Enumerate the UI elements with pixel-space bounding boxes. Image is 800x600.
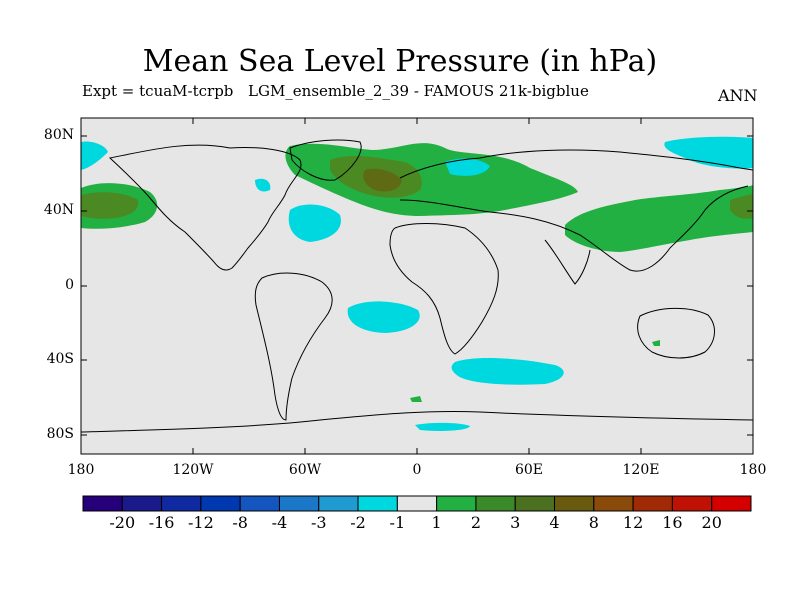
season-label: ANN: [718, 86, 758, 105]
anomaly-positive-asia-core: [730, 194, 753, 219]
anomaly-positive-asia: [565, 185, 753, 252]
colorbar-label: -16: [148, 513, 175, 532]
anomaly-negative-hudson: [255, 178, 271, 192]
lon-label-180e: 180: [739, 462, 767, 478]
anomaly-negative-south-atlantic: [347, 301, 420, 333]
experiment-label: Expt = tcuaM-tcrpb: [82, 82, 234, 100]
lon-label-120e: 120E: [622, 462, 660, 478]
lat-label-80s: 80S: [46, 426, 74, 442]
colorbar-swatch: [632, 495, 673, 512]
coast-india: [544, 239, 591, 285]
anomaly-negative-scandinavia: [445, 158, 490, 176]
colorbar-label: -4: [271, 513, 288, 532]
colorbar-label: -20: [109, 513, 136, 532]
anomaly-negative-arctic-west: [81, 141, 108, 170]
colorbar: [82, 495, 752, 512]
colorbar-label: -2: [350, 513, 366, 532]
colorbar-swatch: [278, 495, 320, 512]
anomaly-negative-arctic-east: [664, 136, 753, 169]
colorbar-swatch: [82, 495, 123, 512]
colorbar-swatch: [239, 495, 280, 512]
coastlines: [80, 139, 754, 433]
colorbar-label: -3: [310, 513, 327, 532]
coast-africa: [389, 223, 499, 355]
lat-label-0: 0: [65, 277, 74, 293]
lon-label-120w: 120W: [172, 462, 214, 478]
colorbar-label: 12: [622, 513, 644, 532]
colorbar-swatch: [396, 495, 438, 512]
colorbar-label: -8: [232, 513, 248, 532]
coast-eurasia: [399, 149, 754, 272]
anomaly-field: [81, 136, 753, 431]
colorbar-label: -1: [389, 513, 406, 532]
ensemble-label: LGM_ensemble_2_39 - FAMOUS 21k-bigblue: [248, 82, 589, 100]
colorbar-swatch: [436, 495, 477, 512]
lon-ticks: [192, 118, 642, 454]
lon-label-180w: 180: [67, 462, 95, 478]
anomaly-negative-atlantic: [288, 204, 341, 242]
coast-north-america: [108, 144, 302, 271]
colorbar-swatch: [514, 495, 556, 512]
lon-label-60w: 60W: [288, 462, 322, 478]
lat-label-40s: 40S: [46, 351, 74, 367]
anomaly-positive-small-2: [652, 340, 660, 346]
coast-australia: [637, 307, 715, 359]
lon-label-0: 0: [412, 462, 422, 478]
colorbar-label: 20: [701, 513, 722, 532]
colorbar-swatch: [593, 495, 634, 512]
colorbar-swatch: [357, 495, 398, 512]
colorbar-label: 3: [510, 513, 521, 532]
colorbar-label: 2: [470, 513, 482, 532]
anomaly-negative-southern-ocean: [451, 358, 564, 385]
anomaly-negative-antarctic: [415, 422, 470, 431]
colorbar-swatch: [475, 495, 516, 512]
coast-south-america: [254, 272, 333, 421]
colorbar-label: 1: [431, 513, 442, 532]
lat-ticks: [81, 135, 753, 436]
colorbar-swatch: [200, 495, 241, 512]
colorbar-swatch: [671, 495, 713, 512]
colorbar-label: 4: [549, 513, 560, 532]
map-title: Mean Sea Level Pressure (in hPa): [142, 44, 658, 79]
colorbar-swatch: [318, 495, 359, 512]
colorbar-swatch: [161, 495, 202, 512]
anomaly-positive-small-1: [410, 396, 422, 402]
coast-greenland: [289, 139, 362, 181]
lon-label-60e: 60E: [514, 462, 544, 478]
coast-antarctica: [80, 410, 754, 433]
colorbar-swatch: [554, 495, 595, 512]
lat-label-80n: 80N: [43, 127, 74, 143]
anomaly-positive-europe-peak: [363, 168, 402, 192]
colorbar-label: 8: [588, 513, 599, 532]
colorbar-swatch: [711, 495, 752, 512]
colorbar-swatch: [121, 495, 163, 512]
lat-label-40n: 40N: [43, 202, 74, 218]
anomaly-positive-pacific-core: [81, 192, 139, 219]
colorbar-label: 16: [662, 513, 683, 532]
colorbar-label: -12: [187, 513, 214, 532]
